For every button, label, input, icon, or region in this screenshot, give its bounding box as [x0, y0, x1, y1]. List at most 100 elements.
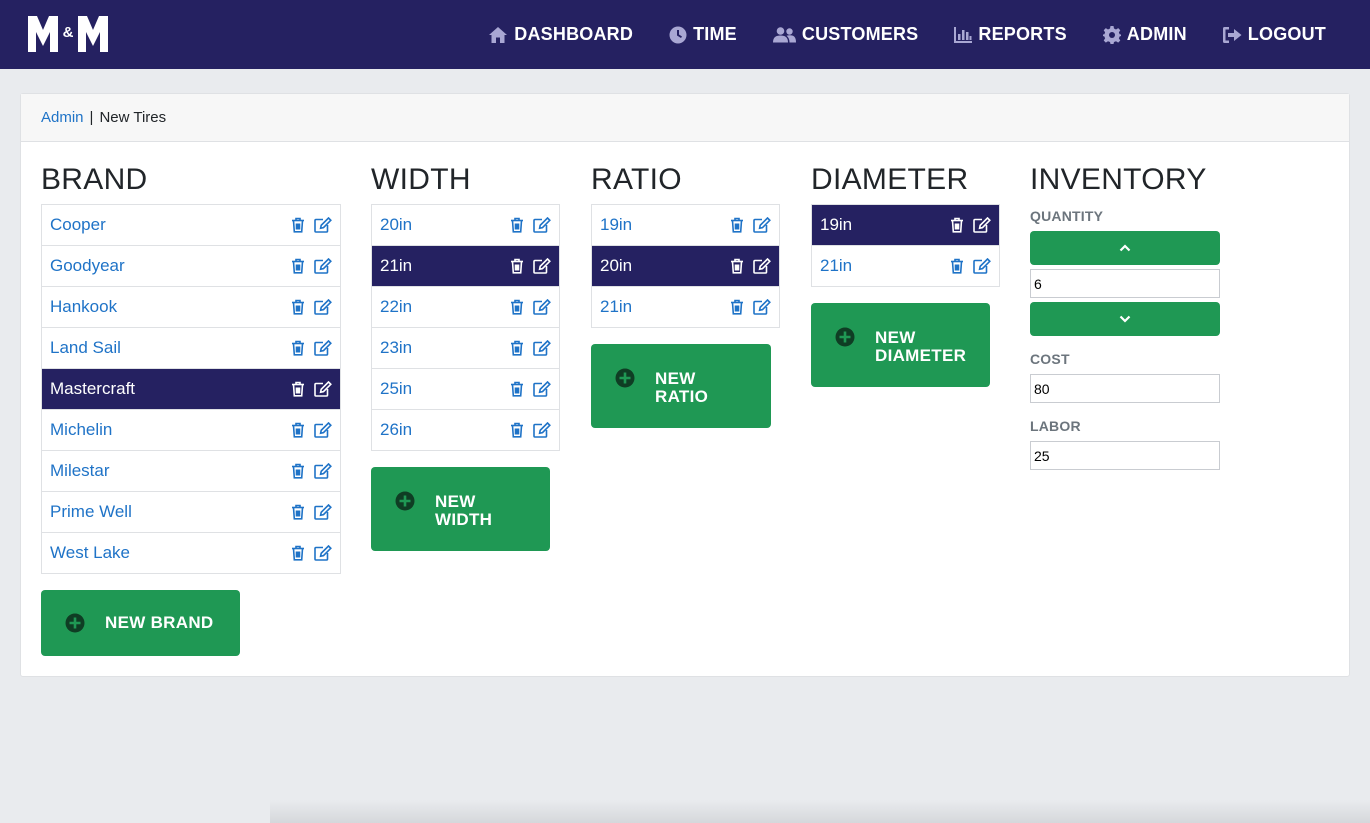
edit-icon[interactable] [533, 340, 551, 356]
new-ratio-button[interactable]: NEW RATIO [591, 344, 771, 428]
edit-icon[interactable] [973, 258, 991, 274]
brand-list-item[interactable]: Cooper [42, 205, 340, 246]
trash-icon[interactable] [291, 463, 305, 479]
nav-dashboard-label: DASHBOARD [514, 24, 634, 44]
brand-item-label: Goodyear [50, 256, 125, 275]
home-icon [488, 26, 508, 44]
trash-icon[interactable] [291, 299, 305, 315]
breadcrumb: Admin | New Tires [21, 94, 1349, 142]
brand-item-label: Hankook [50, 297, 118, 316]
trash-icon[interactable] [291, 422, 305, 438]
edit-icon[interactable] [314, 217, 332, 233]
edit-icon[interactable] [533, 217, 551, 233]
cost-label: COST [1030, 351, 1070, 367]
brand-list-item[interactable]: Milestar [42, 451, 340, 492]
diameter-item-label: 19in [820, 215, 853, 234]
edit-icon[interactable] [753, 299, 771, 315]
edit-icon[interactable] [314, 299, 332, 315]
edit-icon[interactable] [314, 504, 332, 520]
ratio-list-item[interactable]: 20in [592, 246, 779, 287]
brand-list-item[interactable]: Michelin [42, 410, 340, 451]
quantity-increment-button[interactable] [1030, 231, 1220, 265]
quantity-decrement-button[interactable] [1030, 302, 1220, 336]
trash-icon[interactable] [730, 217, 744, 233]
inventory-title: INVENTORY [1030, 163, 1207, 196]
edit-icon[interactable] [314, 463, 332, 479]
edit-icon[interactable] [753, 258, 771, 274]
width-item-label: 20in [380, 215, 413, 234]
trash-icon[interactable] [291, 545, 305, 561]
new-diameter-label-line1: NEW [875, 328, 916, 347]
brand-list-item[interactable]: West Lake [42, 533, 340, 574]
cost-input[interactable] [1030, 374, 1220, 403]
width-list-item[interactable]: 20in [372, 205, 559, 246]
nav-reports[interactable]: REPORTS [954, 24, 1067, 45]
plus-circle-icon [835, 327, 855, 387]
new-width-button[interactable]: NEW WIDTH [371, 467, 550, 551]
edit-icon[interactable] [753, 217, 771, 233]
nav-time[interactable]: TIME [669, 24, 737, 45]
edit-icon[interactable] [314, 545, 332, 561]
brand-list-item[interactable]: Mastercraft [42, 369, 340, 410]
edit-icon[interactable] [314, 381, 332, 397]
svg-text:&: & [63, 24, 74, 41]
ratio-list-item[interactable]: 19in [592, 205, 779, 246]
width-item-label: 26in [380, 420, 413, 439]
brand-item-label: Land Sail [50, 338, 121, 357]
trash-icon[interactable] [510, 381, 524, 397]
trash-icon[interactable] [950, 217, 964, 233]
tires-card: Admin | New Tires BRAND Cooper Goodyear Ha… [20, 93, 1350, 677]
app-logo[interactable]: & [28, 12, 110, 54]
trash-icon[interactable] [510, 340, 524, 356]
nav-admin[interactable]: ADMIN [1102, 24, 1187, 45]
row-actions [282, 545, 332, 561]
row-actions [282, 258, 332, 274]
trash-icon[interactable] [950, 258, 964, 274]
trash-icon[interactable] [510, 217, 524, 233]
trash-icon[interactable] [510, 422, 524, 438]
ratio-list-item[interactable]: 21in [592, 287, 779, 328]
edit-icon[interactable] [533, 258, 551, 274]
trash-icon[interactable] [291, 340, 305, 356]
trash-icon[interactable] [291, 381, 305, 397]
inventory-column: INVENTORY QUANTITY COST LABOR [1030, 164, 1230, 470]
width-list-item[interactable]: 25in [372, 369, 559, 410]
width-list-item[interactable]: 21in [372, 246, 559, 287]
nav-customers[interactable]: CUSTOMERS [772, 24, 918, 45]
width-item-label: 23in [380, 338, 413, 357]
edit-icon[interactable] [533, 381, 551, 397]
brand-list-item[interactable]: Goodyear [42, 246, 340, 287]
brand-item-label: West Lake [50, 543, 131, 562]
edit-icon[interactable] [314, 422, 332, 438]
edit-icon[interactable] [314, 340, 332, 356]
width-list-item[interactable]: 22in [372, 287, 559, 328]
brand-list: Cooper Goodyear Hankook Land Sail Mastercraf… [41, 204, 341, 574]
trash-icon[interactable] [291, 504, 305, 520]
nav-logout[interactable]: LOGOUT [1222, 24, 1326, 45]
trash-icon[interactable] [510, 299, 524, 315]
plus-circle-icon [65, 613, 85, 633]
diameter-list-item[interactable]: 21in [812, 246, 999, 287]
brand-list-item[interactable]: Land Sail [42, 328, 340, 369]
edit-icon[interactable] [314, 258, 332, 274]
trash-icon[interactable] [730, 258, 744, 274]
width-list-item[interactable]: 23in [372, 328, 559, 369]
trash-icon[interactable] [291, 217, 305, 233]
brand-list-item[interactable]: Hankook [42, 287, 340, 328]
trash-icon[interactable] [730, 299, 744, 315]
brand-list-item[interactable]: Prime Well [42, 492, 340, 533]
nav-dashboard[interactable]: DASHBOARD [488, 24, 633, 45]
labor-input[interactable] [1030, 441, 1220, 470]
trash-icon[interactable] [510, 258, 524, 274]
trash-icon[interactable] [291, 258, 305, 274]
new-diameter-button[interactable]: NEW DIAMETER [811, 303, 990, 387]
diameter-list-item[interactable]: 19in [812, 205, 999, 246]
quantity-input[interactable] [1030, 269, 1220, 298]
width-list-item[interactable]: 26in [372, 410, 559, 451]
breadcrumb-admin-link[interactable]: Admin [41, 109, 84, 126]
new-width-label-line2: WIDTH [435, 510, 493, 529]
edit-icon[interactable] [973, 217, 991, 233]
edit-icon[interactable] [533, 422, 551, 438]
edit-icon[interactable] [533, 299, 551, 315]
new-brand-button[interactable]: NEW BRAND [41, 590, 240, 656]
